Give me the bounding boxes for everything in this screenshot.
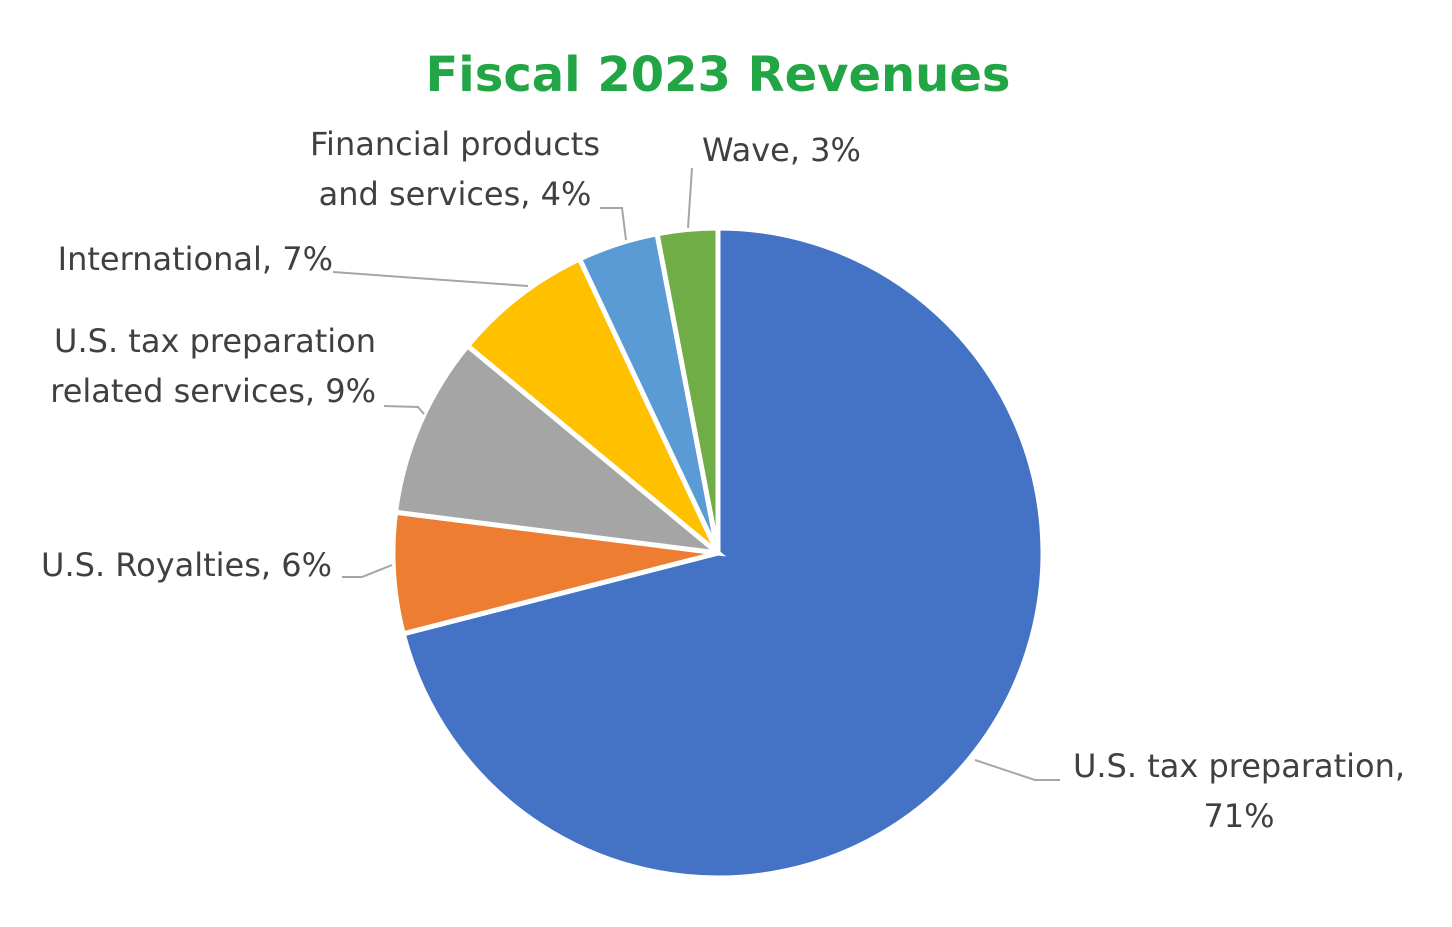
data-label-line: U.S. tax preparation: [54, 322, 376, 360]
data-label-line: and services, 4%: [319, 175, 592, 213]
data-label-line: Wave, 3%: [702, 131, 861, 169]
leader-line: [974, 759, 1060, 781]
leader-line: [687, 167, 693, 229]
data-label: Wave, 3%: [702, 131, 861, 169]
data-label-line: U.S. Royalties, 6%: [41, 546, 332, 584]
data-label: U.S. tax preparation related services, 9%: [50, 322, 376, 410]
data-label-line: 71%: [1203, 797, 1274, 835]
leader-line: [342, 564, 393, 578]
chart-title: Fiscal 2023 Revenues: [426, 47, 1011, 103]
pie-slice: [654, 225, 721, 554]
data-label: Financial products and services, 4%: [310, 125, 600, 213]
leader-line: [383, 405, 425, 415]
data-label-line: U.S. tax preparation,: [1073, 747, 1405, 785]
pie-slice: [392, 342, 727, 557]
data-label: U.S. tax preparation, 71%: [1073, 747, 1405, 835]
data-label: International, 7%: [58, 240, 333, 278]
data-label-line: Financial products: [310, 125, 600, 163]
pie-slice: [400, 225, 1046, 881]
leader-line: [332, 271, 529, 287]
pie-slice: [464, 255, 721, 555]
data-label-line: related services, 9%: [50, 372, 376, 410]
data-label: U.S. Royalties, 6%: [41, 546, 332, 584]
leader-line: [600, 207, 627, 241]
data-label-line: International, 7%: [58, 240, 333, 278]
